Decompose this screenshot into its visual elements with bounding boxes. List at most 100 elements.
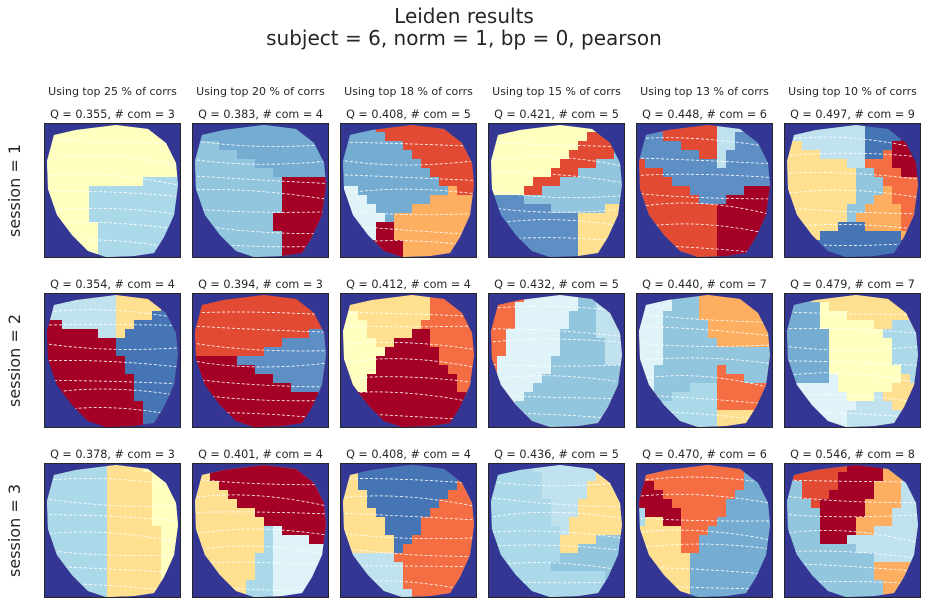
community-cell: [394, 481, 404, 491]
community-cell: [524, 329, 534, 339]
community-cell: [883, 132, 893, 142]
community-cell: [883, 490, 893, 500]
panel-frame: [340, 293, 477, 428]
community-cell: [699, 535, 709, 545]
community-cell: [578, 329, 588, 339]
community-cell: [811, 365, 821, 375]
community-cell: [161, 320, 171, 330]
community-cell: [246, 490, 256, 500]
community-cell: [497, 356, 507, 366]
community-cell: [690, 374, 700, 384]
community-cell: [491, 159, 498, 169]
community-cell: [708, 125, 718, 133]
community-cell: [578, 347, 588, 357]
community-cell: [343, 526, 350, 536]
community-cell: [596, 195, 606, 205]
community-cell: [349, 204, 359, 214]
community-cell: [152, 401, 162, 411]
community-cell: [228, 472, 238, 482]
community-cell: [219, 517, 229, 527]
community-cell: [412, 383, 422, 393]
community-cell: [542, 535, 552, 545]
community-cell: [569, 571, 579, 581]
community-cell: [753, 481, 763, 491]
community-cell: [820, 508, 830, 518]
community-cell: [587, 177, 597, 187]
community-cell: [343, 177, 350, 187]
community-cell: [560, 383, 570, 393]
community-cell: [735, 204, 745, 214]
community-cell: [394, 320, 404, 330]
community-cell: [811, 177, 821, 187]
community-cell: [753, 347, 763, 357]
panel-title: Q = 0.408, # com = 4: [346, 448, 471, 461]
community-cell: [672, 401, 682, 411]
community-cell: [116, 168, 126, 178]
community-cell: [690, 392, 700, 402]
community-cell: [578, 249, 588, 257]
community-cell: [98, 508, 108, 518]
community-cell: [403, 490, 413, 500]
community-cell: [107, 499, 117, 509]
community-cell: [376, 195, 386, 205]
community-cell: [394, 410, 404, 420]
community-cell: [838, 302, 848, 312]
community-cell: [524, 544, 534, 554]
community-cell: [838, 295, 848, 303]
community-cell: [838, 410, 848, 420]
column-title: Using top 13 % of corrs: [640, 85, 769, 98]
community-cell: [403, 383, 413, 393]
community-cell: [639, 526, 646, 536]
community-cell: [412, 365, 422, 375]
panel-frame: [784, 123, 921, 258]
community-cell: [802, 311, 812, 321]
community-cell: [596, 490, 606, 500]
community-cell: [874, 365, 884, 375]
community-cell: [161, 508, 171, 518]
community-cell: [744, 150, 754, 160]
community-cell: [107, 383, 117, 393]
community-cell: [847, 571, 857, 581]
community-cell: [605, 177, 615, 187]
community-cell: [654, 320, 664, 330]
community-cell: [228, 481, 238, 491]
community-cell: [672, 517, 682, 527]
community-cell: [210, 544, 220, 554]
community-map: [47, 295, 178, 427]
community-cell: [71, 517, 81, 527]
area-boundary: [47, 343, 178, 350]
community-cell: [116, 311, 126, 321]
community-cell: [466, 195, 474, 205]
community-cell: [681, 311, 691, 321]
community-cell: [255, 383, 265, 393]
community-cell: [116, 508, 126, 518]
community-cell: [53, 311, 63, 321]
area-boundary: [787, 360, 918, 367]
community-cell: [596, 472, 606, 482]
community-cell: [282, 302, 292, 312]
community-cell: [645, 195, 655, 205]
community-cell: [744, 401, 754, 411]
community-cell: [672, 302, 682, 312]
community-cell: [349, 508, 359, 518]
community-cell: [403, 295, 413, 303]
community-cell: [71, 302, 81, 312]
community-cell: [264, 544, 274, 554]
community-cell: [246, 302, 256, 312]
community-cell: [300, 580, 310, 590]
community-cell: [219, 311, 229, 321]
community-cell: [125, 419, 135, 427]
community-cell: [865, 125, 875, 133]
community-cell: [874, 302, 884, 312]
community-cell: [847, 240, 857, 250]
community-cell: [430, 320, 440, 330]
community-cell: [161, 544, 171, 554]
community-cell: [89, 365, 99, 375]
community-cell: [53, 329, 63, 339]
community-cell: [349, 329, 359, 339]
area-boundary: [787, 172, 918, 180]
panel-frame: [44, 463, 181, 598]
community-cell: [439, 526, 449, 536]
area-boundary: [195, 528, 326, 536]
community-cell: [654, 302, 664, 312]
